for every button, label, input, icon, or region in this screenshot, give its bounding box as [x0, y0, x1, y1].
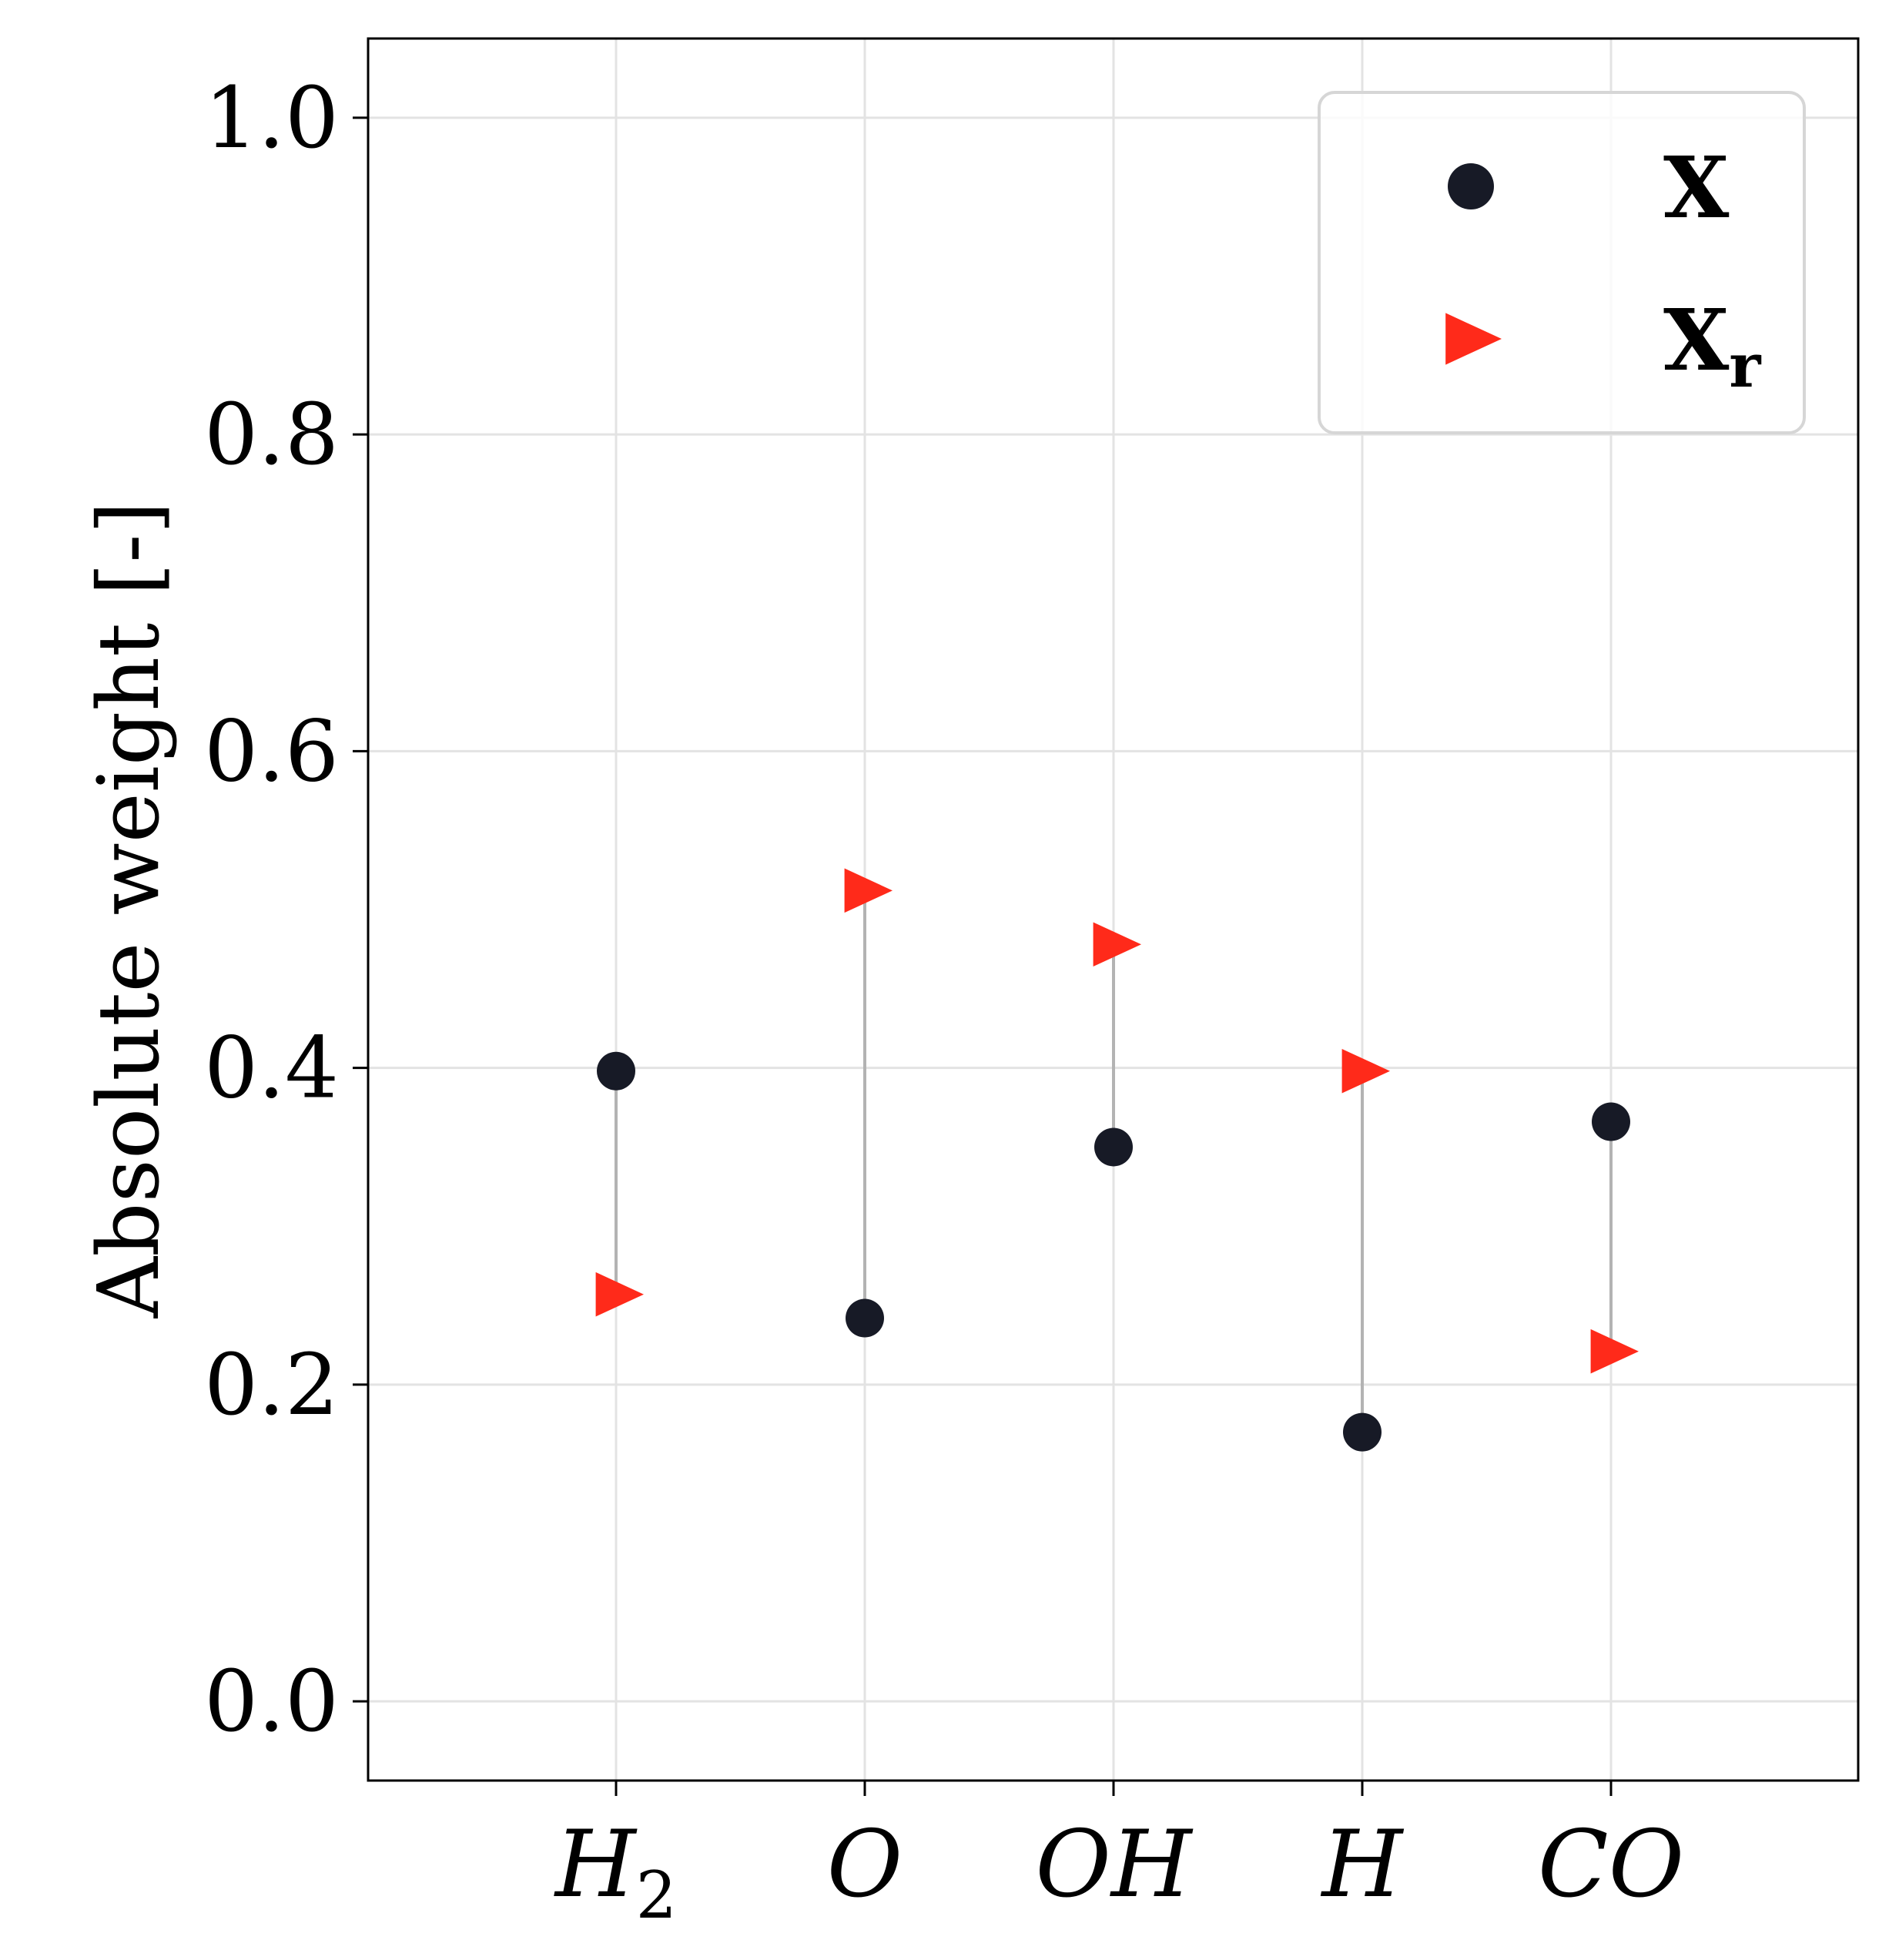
- legend-frame: [1318, 91, 1806, 434]
- point-x: [1094, 1127, 1133, 1167]
- point-xr: [1590, 1328, 1639, 1374]
- y-tick-label: 0.6: [204, 702, 339, 800]
- legend-label: X: [1663, 138, 1730, 237]
- connector-lines: [615, 890, 1613, 1432]
- y-tick-label: 0.4: [204, 1019, 339, 1117]
- y-axis: 0.0 0.2 0.4 0.6 0.8 1.0: [204, 69, 368, 1751]
- legend-label: Xr: [1663, 290, 1761, 401]
- legend-marker-x: [1448, 163, 1494, 209]
- y-tick-label: 1.0: [204, 69, 339, 167]
- point-x: [597, 1051, 635, 1091]
- x-tick-label: OH: [1035, 1811, 1193, 1918]
- point-xr: [1341, 1048, 1390, 1094]
- legend-marker-xr: [1445, 313, 1502, 365]
- x-tick-label: H: [1321, 1811, 1405, 1918]
- point-x: [846, 1298, 884, 1338]
- x-tick-label: CO: [1538, 1811, 1684, 1918]
- y-tick-label: 0.8: [204, 385, 339, 484]
- point-xr: [595, 1271, 644, 1317]
- data-markers: [595, 868, 1639, 1452]
- y-tick-label: 0.2: [204, 1335, 339, 1434]
- y-tick-label: 0.0: [204, 1652, 339, 1751]
- point-x: [1343, 1412, 1382, 1452]
- x-tick-label: O: [827, 1811, 903, 1918]
- point-x: [1592, 1102, 1630, 1141]
- y-axis-label: Absolute weight [-]: [79, 501, 178, 1319]
- x-axis: H2 O OH H CO: [554, 1781, 1684, 1933]
- point-xr: [844, 868, 893, 913]
- legend: X Xr: [1318, 91, 1806, 434]
- x-tick-label: H2: [554, 1811, 677, 1933]
- point-xr: [1093, 922, 1141, 967]
